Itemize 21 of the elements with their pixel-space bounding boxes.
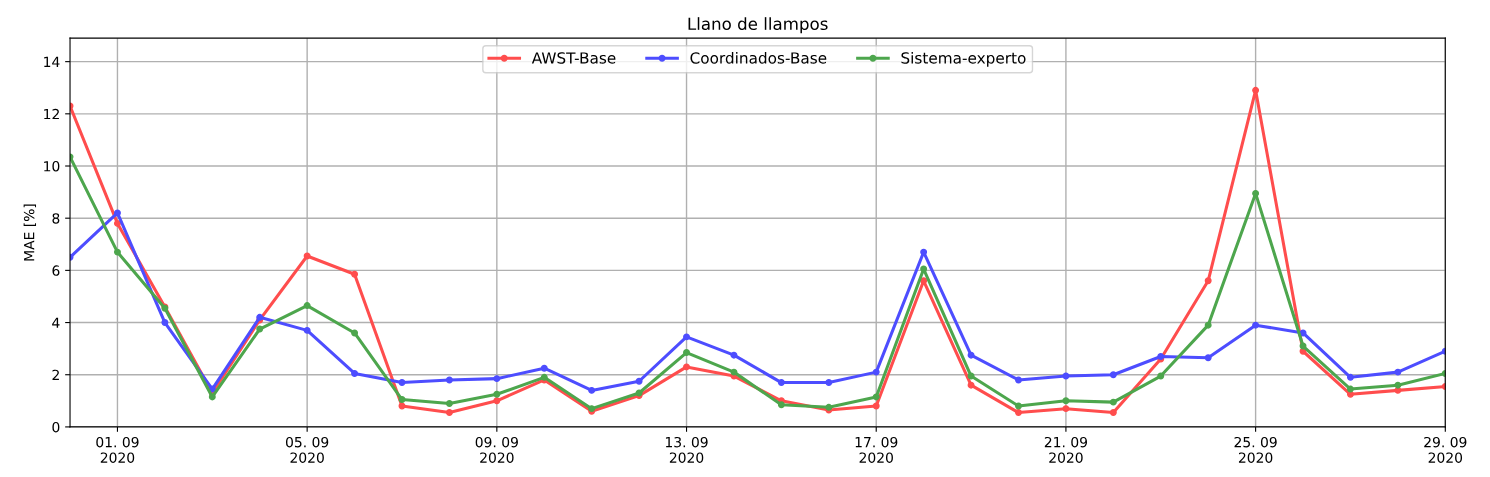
y-tick-label: 14 (44, 56, 60, 67)
y-tick-label: 10 (44, 160, 60, 172)
x-tick-label: 21. 09 2020 (1044, 436, 1088, 463)
y-tick-label: 0 (52, 421, 60, 433)
x-tick-label: 05. 09 2020 (285, 436, 329, 463)
x-tick-label: 13. 09 2020 (665, 436, 708, 463)
legend-label: AWST-Base (531, 52, 616, 64)
legend-label: Sistema-experto (901, 51, 1026, 67)
y-tick-label: 4 (52, 317, 60, 328)
x-tick-label: 29. 09 2020 (1424, 436, 1467, 463)
y-tick-label: 6 (52, 265, 60, 276)
x-tick-label: 17. 09 2020 (855, 436, 898, 463)
y-tick-label: 2 (52, 369, 59, 381)
x-tick-label: 01. 09 2020 (96, 436, 139, 463)
x-tick-label: 09. 09 2020 (475, 436, 518, 463)
chart-title: Llano de llampos (688, 17, 828, 34)
y-axis-title: MAE [%] (23, 204, 37, 261)
y-tick-label: 12 (44, 108, 59, 120)
x-tick-label: 25. 09 2020 (1234, 436, 1277, 463)
legend-label: Coordinados-Base (690, 51, 827, 64)
y-tick-label: 8 (52, 213, 60, 224)
